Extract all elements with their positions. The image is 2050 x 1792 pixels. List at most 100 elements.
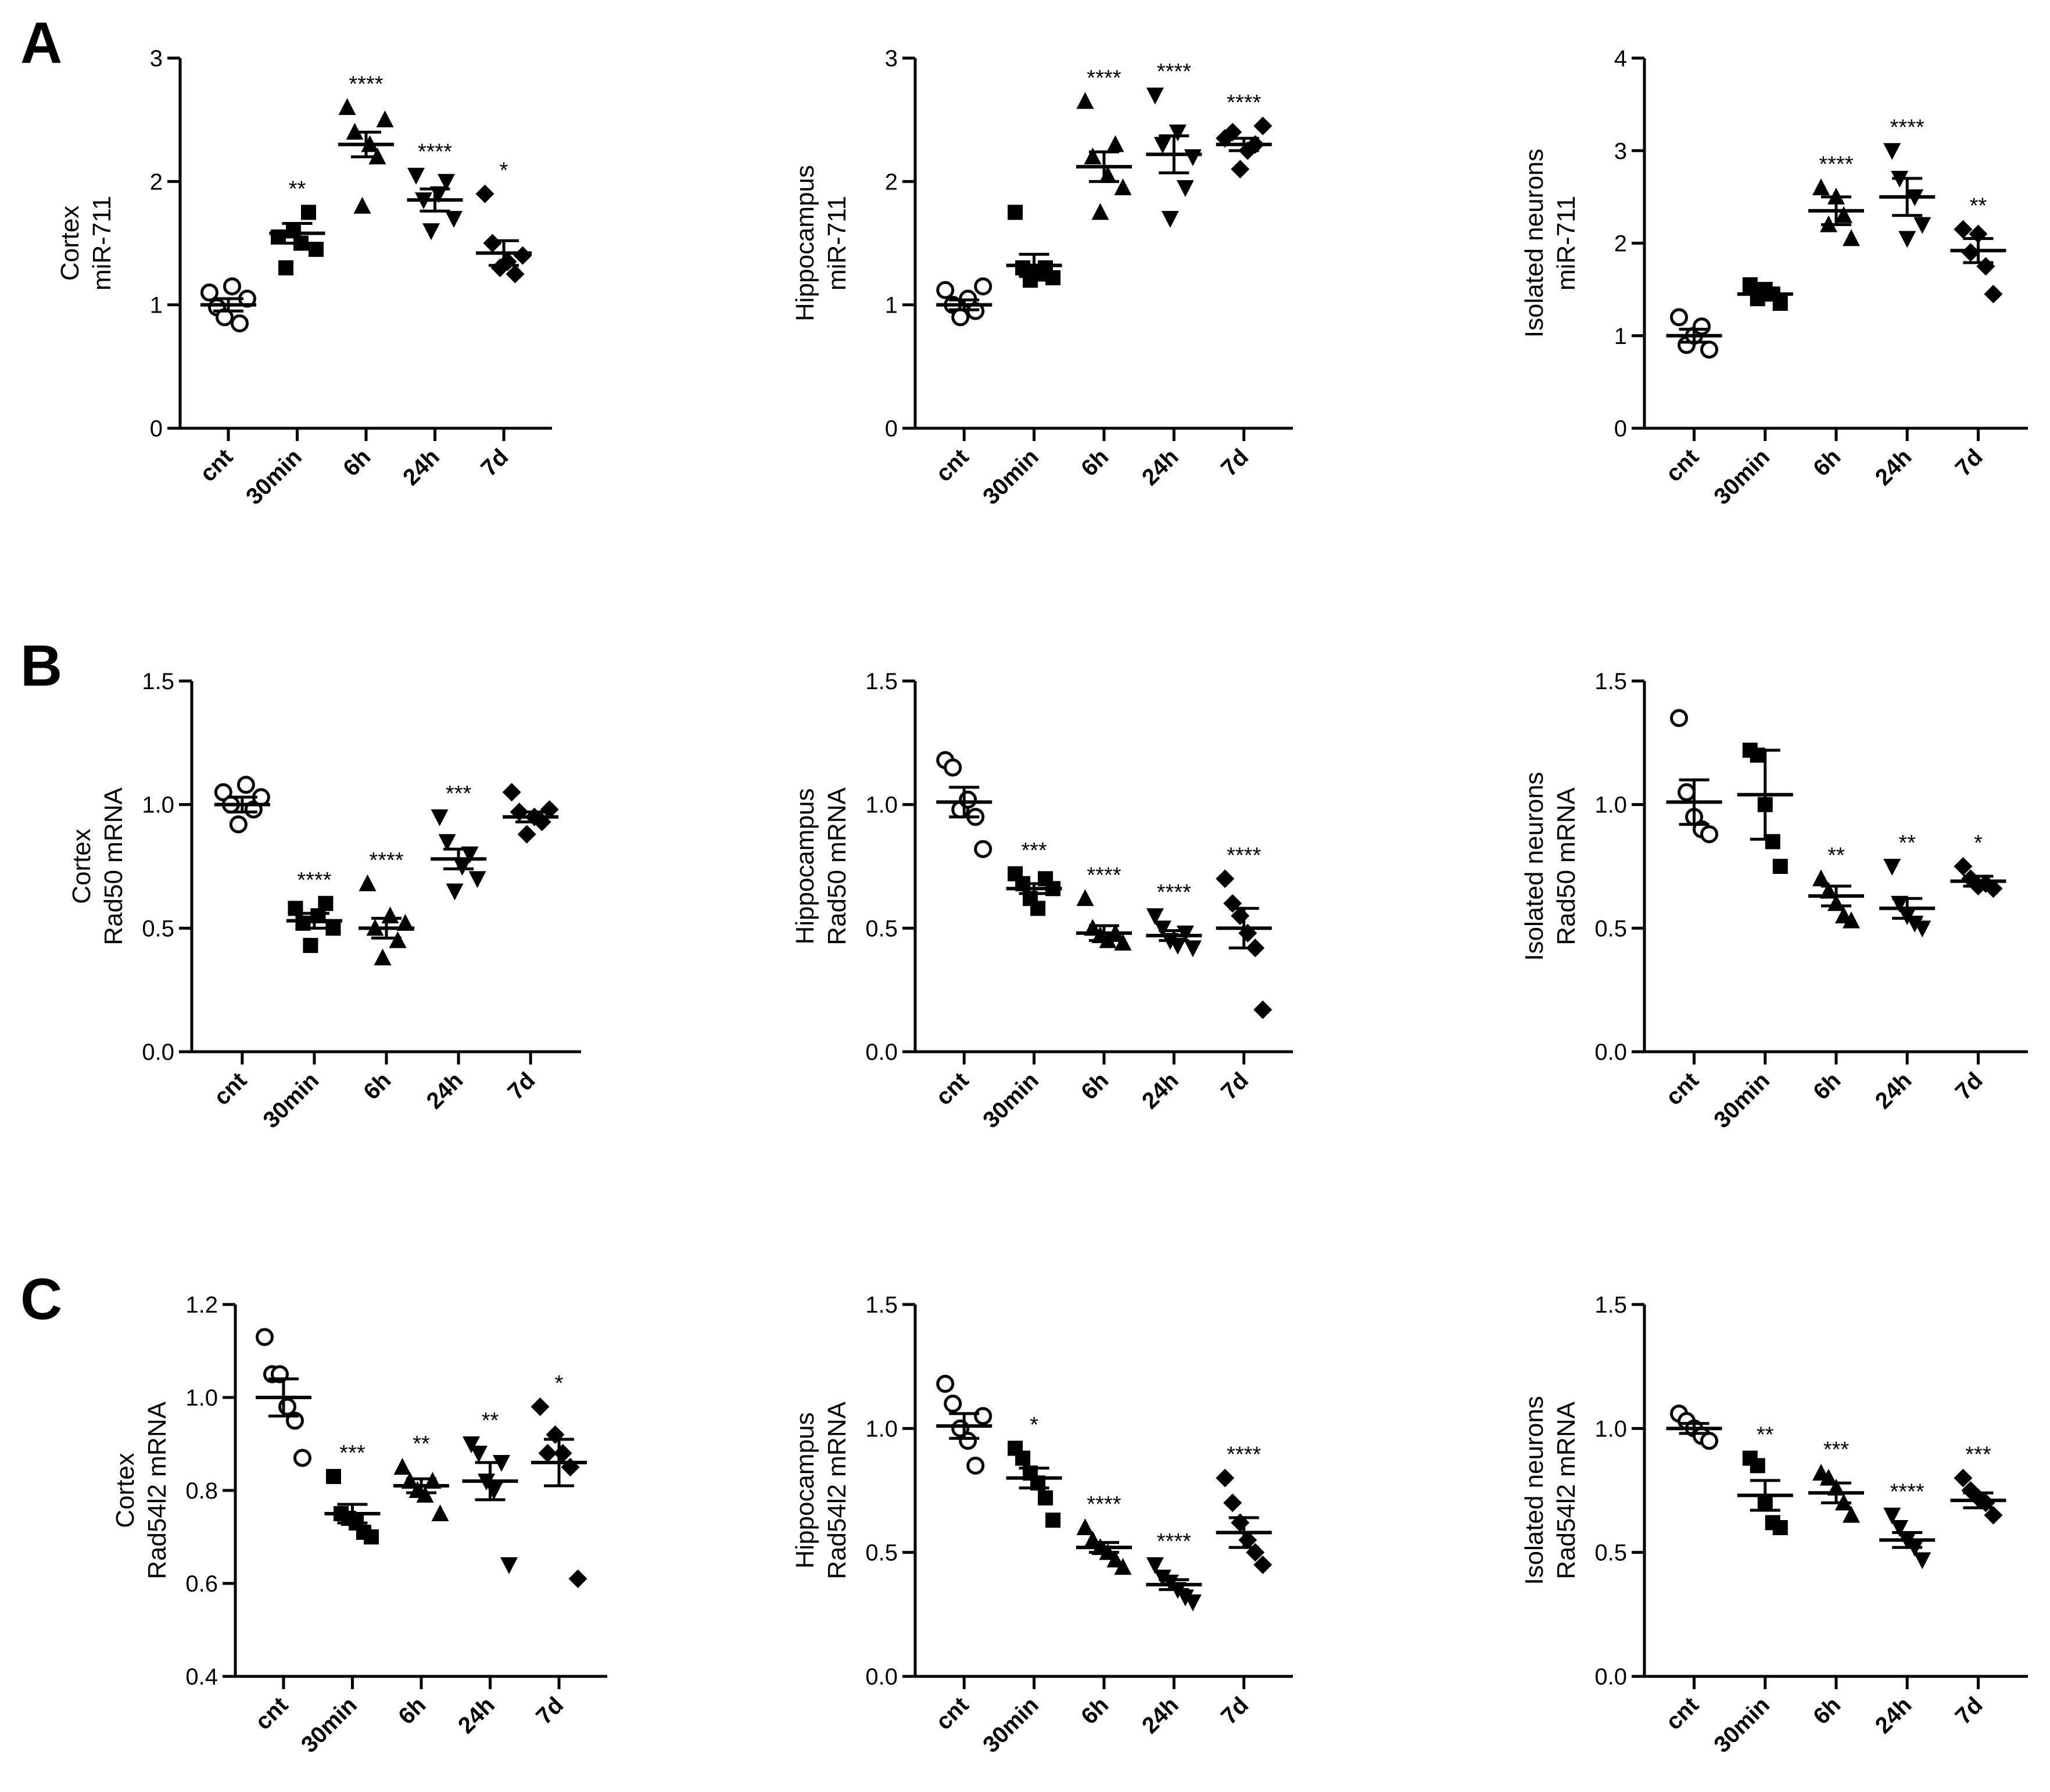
- data-point: [374, 948, 392, 966]
- data-point: [500, 1557, 518, 1574]
- y-tick-label: 0.0: [1594, 1664, 1627, 1690]
- panel-letter-a: A: [20, 10, 62, 76]
- data-point: [1812, 178, 1830, 195]
- x-tick-label: 7d: [1216, 1067, 1253, 1105]
- x-tick-label: 7d: [476, 444, 513, 481]
- y-axis-label: Cortex: [111, 1453, 139, 1528]
- x-tick-label: 24h: [398, 444, 445, 490]
- data-point: [1184, 1594, 1202, 1611]
- data-point: [1843, 229, 1860, 246]
- data-point: [1091, 203, 1109, 220]
- x-tick-label: 30min: [978, 444, 1044, 510]
- data-point: [936, 281, 955, 299]
- y-axis-label: Isolated neurons: [1520, 1396, 1549, 1585]
- x-tick-label: 7d: [503, 1067, 540, 1105]
- data-point: [359, 874, 377, 891]
- y-axis-label: Rad54l2 mRNA: [1552, 1402, 1580, 1579]
- data-point: [461, 846, 479, 863]
- data-point: [470, 1446, 488, 1463]
- y-axis-label: Cortex: [67, 829, 96, 904]
- data-point: [1015, 1450, 1031, 1466]
- chart-A2: 0 1 2 3 Hippocampus miR-711 cnt 30min 6h **** 24h *…: [791, 46, 1293, 510]
- y-tick-label: 1.5: [865, 669, 898, 694]
- data-point: [1954, 857, 1973, 876]
- y-tick-label: 1.5: [142, 669, 174, 694]
- data-point: [966, 1456, 985, 1475]
- data-point: [1700, 341, 1719, 359]
- y-tick-label: 3: [1614, 138, 1627, 164]
- data-point: [1984, 879, 2003, 898]
- data-point: [468, 871, 486, 888]
- chart-B2: 0.0 0.5 1.0 1.5 Hippocampus Rad50 mRNA cnt 30mi…: [791, 669, 1293, 1133]
- significance-label: *: [500, 159, 508, 183]
- data-point: [1076, 1518, 1094, 1535]
- chart-A3: 0 1 2 3 4 Isolated neurons miR-711 cnt 30min 6h **…: [1520, 46, 2028, 510]
- x-tick-label: 30min: [978, 1067, 1044, 1133]
- data-point: [1114, 1558, 1132, 1575]
- data-point: [1772, 1520, 1788, 1535]
- data-point: [1835, 206, 1852, 223]
- data-point: [1843, 1506, 1860, 1523]
- significance-label: ****: [1227, 843, 1261, 868]
- data-point: [1184, 149, 1202, 166]
- y-tick-label: 0.0: [865, 1664, 898, 1690]
- data-point: [1812, 869, 1830, 887]
- data-point: [1883, 143, 1901, 160]
- data-point: [1030, 901, 1046, 916]
- y-tick-label: 1.0: [1594, 1416, 1627, 1442]
- significance-label: ***: [446, 782, 472, 806]
- data-point: [1891, 1520, 1909, 1537]
- significance-label: *: [1974, 831, 1983, 855]
- data-point: [1216, 869, 1235, 888]
- y-tick-label: 1.0: [142, 793, 174, 818]
- y-tick-label: 1.0: [865, 1416, 898, 1442]
- y-tick-label: 0.0: [1594, 1040, 1627, 1065]
- data-point: [502, 783, 521, 802]
- data-point: [951, 308, 970, 327]
- y-tick-label: 0.0: [865, 1040, 898, 1065]
- significance-label: ****: [1087, 1492, 1121, 1517]
- y-tick-label: 1: [885, 293, 898, 318]
- x-tick-label: 24h: [422, 1067, 468, 1114]
- data-point: [1700, 1432, 1719, 1450]
- x-tick-label: 6h: [1808, 1067, 1845, 1105]
- x-tick-label: 7d: [1951, 1067, 1988, 1105]
- y-tick-label: 0.4: [185, 1664, 218, 1690]
- data-point: [1883, 859, 1901, 876]
- x-tick-label: 7d: [531, 1692, 568, 1729]
- y-tick-label: 0.5: [865, 916, 898, 941]
- data-point: [389, 931, 407, 948]
- significance-label: ****: [1157, 1529, 1191, 1554]
- y-tick-label: 2: [885, 169, 898, 195]
- significance-label: **: [413, 1432, 430, 1456]
- significance-label: ****: [1890, 1480, 1924, 1504]
- data-point: [974, 840, 992, 858]
- y-tick-label: 0.5: [1594, 1540, 1627, 1566]
- data-point: [1231, 160, 1250, 179]
- data-point: [959, 1432, 977, 1450]
- x-tick-label: 30min: [258, 1067, 324, 1133]
- data-point: [1153, 137, 1171, 154]
- data-point: [1216, 1468, 1235, 1488]
- data-point: [531, 1397, 550, 1416]
- significance-label: ***: [1021, 838, 1047, 863]
- significance-label: ****: [1157, 880, 1191, 905]
- data-point: [1693, 317, 1711, 336]
- y-tick-label: 0: [885, 416, 898, 442]
- data-point: [1913, 217, 1931, 234]
- significance-label: *: [555, 1371, 564, 1396]
- x-tick-label: 6h: [338, 444, 375, 481]
- data-point: [431, 809, 449, 826]
- x-tick-label: cnt: [209, 1067, 252, 1110]
- significance-label: **: [289, 177, 306, 201]
- significance-label: ***: [1965, 1443, 1991, 1467]
- x-tick-label: 6h: [1076, 444, 1113, 481]
- significance-label: ****: [418, 140, 452, 164]
- data-point: [483, 234, 502, 253]
- significance-label: **: [1827, 843, 1845, 868]
- chart-C2: 0.0 0.5 1.0 1.5 Hippocampus Rad54l2 mRNA cnt 30…: [791, 1292, 1293, 1758]
- data-point: [1898, 231, 1916, 248]
- chart-B3: 0.0 0.5 1.0 1.5 Isolated neurons Rad50 mRNA cn…: [1520, 669, 2028, 1133]
